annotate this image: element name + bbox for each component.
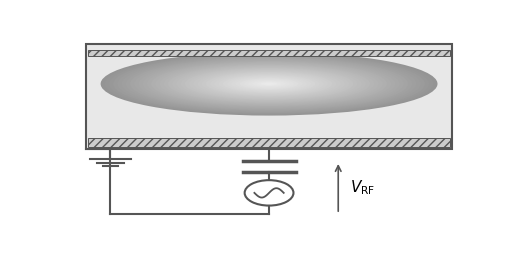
Ellipse shape [265, 83, 274, 85]
Ellipse shape [231, 77, 307, 91]
Bar [86, 43, 452, 150]
Ellipse shape [130, 58, 408, 110]
Ellipse shape [181, 67, 358, 100]
Ellipse shape [118, 55, 421, 112]
Ellipse shape [134, 58, 404, 109]
Ellipse shape [122, 56, 416, 112]
Ellipse shape [164, 64, 374, 104]
Ellipse shape [105, 53, 433, 115]
Bar [86, 43, 452, 150]
Ellipse shape [139, 59, 400, 108]
Ellipse shape [248, 80, 290, 88]
Ellipse shape [214, 73, 324, 94]
Ellipse shape [197, 70, 341, 97]
Bar [88, 138, 450, 147]
Ellipse shape [172, 65, 366, 102]
Ellipse shape [223, 75, 316, 93]
Ellipse shape [189, 69, 349, 99]
Ellipse shape [260, 82, 278, 86]
Ellipse shape [252, 81, 286, 87]
Ellipse shape [151, 62, 387, 106]
Ellipse shape [109, 54, 429, 114]
Ellipse shape [168, 65, 370, 103]
Ellipse shape [147, 61, 391, 107]
Text: $V_{\rm RF}$: $V_{\rm RF}$ [351, 178, 376, 197]
Ellipse shape [160, 63, 379, 104]
Ellipse shape [143, 60, 395, 108]
Ellipse shape [185, 68, 353, 100]
Ellipse shape [193, 70, 345, 98]
Ellipse shape [244, 79, 295, 89]
Ellipse shape [113, 54, 425, 113]
Ellipse shape [126, 57, 412, 111]
Bar [88, 50, 450, 56]
Ellipse shape [101, 52, 437, 116]
Ellipse shape [202, 71, 337, 97]
Ellipse shape [176, 66, 362, 101]
Ellipse shape [235, 78, 303, 90]
Ellipse shape [155, 62, 383, 105]
Ellipse shape [227, 76, 311, 92]
Ellipse shape [239, 78, 299, 89]
Ellipse shape [218, 74, 320, 93]
Ellipse shape [206, 72, 332, 96]
Ellipse shape [256, 81, 282, 86]
Ellipse shape [210, 73, 328, 95]
Circle shape [245, 180, 293, 206]
